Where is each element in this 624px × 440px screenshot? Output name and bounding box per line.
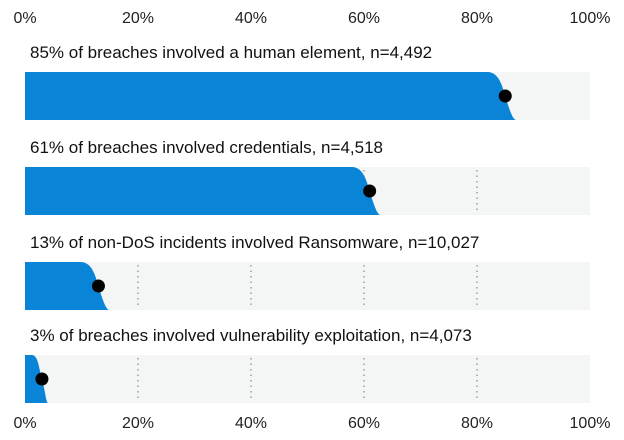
chart-row: 61% of breaches involved credentials, n=… xyxy=(25,138,590,215)
bar-track xyxy=(25,262,590,310)
bar-label: 61% of breaches involved credentials, n=… xyxy=(30,138,383,157)
x-axis-bottom-tick-label: 100% xyxy=(570,415,611,432)
value-marker xyxy=(498,89,512,103)
chart-row: 85% of breaches involved a human element… xyxy=(25,43,590,120)
bar xyxy=(25,72,517,120)
x-axis-bottom-tick-label: 60% xyxy=(348,415,380,432)
x-axis-top-tick-label: 40% xyxy=(235,10,267,27)
value-marker xyxy=(91,279,105,293)
chart-rows: 85% of breaches involved a human element… xyxy=(25,43,590,403)
x-axis-bottom-tick-label: 40% xyxy=(235,415,267,432)
x-axis-bottom-tick-label: 80% xyxy=(461,415,493,432)
x-axis-bottom-tick-label: 0% xyxy=(13,415,36,432)
x-axis-bottom-tick-label: 20% xyxy=(122,415,154,432)
x-axis-top-tick-label: 20% xyxy=(122,10,154,27)
x-axis-top-tick-label: 80% xyxy=(461,10,493,27)
bar-label: 3% of breaches involved vulnerability ex… xyxy=(30,326,472,345)
bar-label: 13% of non-DoS incidents involved Ransom… xyxy=(30,233,479,252)
chart-row: 3% of breaches involved vulnerability ex… xyxy=(25,326,590,403)
value-marker xyxy=(363,184,377,198)
bar-label: 85% of breaches involved a human element… xyxy=(30,43,432,62)
value-marker xyxy=(35,372,49,386)
bar xyxy=(25,262,110,310)
x-axis-bottom: 0% 20% 40% 60% 80% 100% xyxy=(13,415,610,432)
bar-track xyxy=(25,355,590,403)
x-axis-top-tick-label: 60% xyxy=(348,10,380,27)
x-axis-top-tick-label: 100% xyxy=(570,10,611,27)
x-axis-top: 0% 20% 40% 60% 80% 100% xyxy=(13,10,610,27)
chart-row: 13% of non-DoS incidents involved Ransom… xyxy=(25,233,590,310)
x-axis-top-tick-label: 0% xyxy=(13,10,36,27)
bar xyxy=(25,167,381,215)
